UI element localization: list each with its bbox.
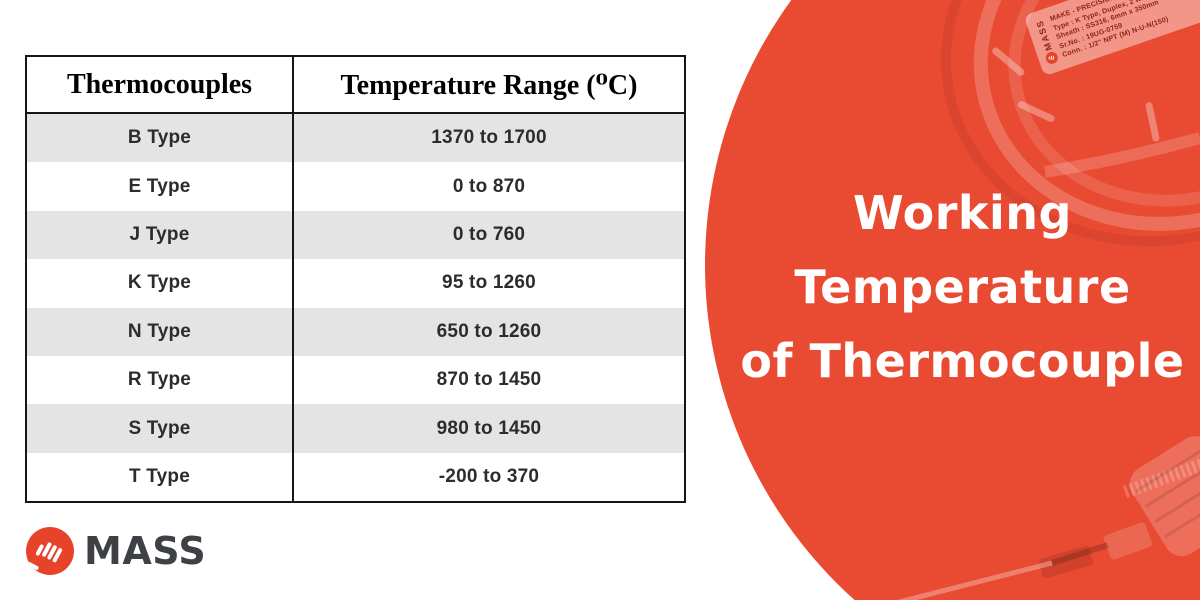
- header-temperature-range: Temperature Range (⁰C): [292, 57, 684, 112]
- thermocouple-type-cell: T Type: [128, 465, 191, 487]
- table-row: B Type 1370 to 1700: [27, 114, 684, 163]
- hero-title-line: of Thermocouple: [740, 334, 1185, 388]
- temperature-range-cell: 870 to 1450: [292, 355, 684, 405]
- temperature-range-cell: 0 to 870: [292, 162, 684, 211]
- mass-logo-icon: [26, 527, 74, 575]
- probe-rod-dark: [1051, 542, 1109, 566]
- brand-footer: MASS: [25, 526, 206, 576]
- temperature-range-cell: 650 to 1260: [292, 307, 684, 356]
- thermocouple-type-cell: S Type: [128, 417, 191, 439]
- table-body: B Type 1370 to 1700 E Type 0 to 870 J Ty…: [27, 114, 684, 502]
- table-row: E Type 0 to 870: [27, 162, 684, 211]
- table-row: K Type 95 to 1260: [27, 259, 684, 308]
- brand-wordmark: MASS: [84, 529, 207, 573]
- thermocouple-type-cell: K Type: [127, 272, 192, 294]
- temperature-range-cell: -200 to 370: [292, 452, 684, 502]
- tag-brand-block: MASS: [1033, 18, 1059, 65]
- probe-head: [1129, 436, 1200, 557]
- cable-tie-decoration: [992, 47, 1160, 142]
- hero-title-line: Working: [853, 186, 1072, 240]
- cable-tie-icon: [1017, 101, 1055, 123]
- product-label-tag: MASS MAKE - PRECISION MASS PROD Type : K…: [1023, 0, 1200, 77]
- thermocouple-type-cell: E Type: [128, 175, 191, 197]
- temperature-range-cell: 95 to 1260: [292, 259, 684, 308]
- hero-title: Working Temperature of Thermocouple: [700, 176, 1200, 398]
- hero-title-line: Temperature: [794, 260, 1131, 314]
- temperature-range-cell: 1370 to 1700: [292, 114, 684, 163]
- probe-connector-decoration: [894, 436, 1200, 600]
- table-row: J Type 0 to 760: [27, 210, 684, 260]
- probe-rod: [894, 560, 1053, 600]
- thermocouple-type-cell: B Type: [127, 127, 192, 149]
- table-row: S Type 980 to 1450: [27, 404, 684, 453]
- thermocouple-table: Thermocouples Temperature Range (⁰C) B T…: [25, 55, 686, 504]
- thermocouple-type-cell: J Type: [129, 223, 190, 245]
- cable-tie-icon: [1145, 102, 1160, 142]
- probe-hex-nut: [1038, 545, 1094, 579]
- header-thermocouples: Thermocouples: [66, 68, 253, 100]
- thermocouple-type-cell: R Type: [127, 369, 192, 391]
- probe-neck: [1104, 522, 1152, 560]
- thermocouple-type-cell: N Type: [127, 320, 192, 342]
- table-header-row: Thermocouples Temperature Range (⁰C): [27, 57, 684, 114]
- mass-logo-mini-icon: [1045, 51, 1058, 64]
- table-row: T Type -200 to 370: [27, 452, 684, 502]
- temperature-range-cell: 980 to 1450: [292, 404, 684, 453]
- cable-tie-icon: [992, 47, 1025, 76]
- table-row: N Type 650 to 1260: [27, 307, 684, 356]
- temperature-range-cell: 0 to 760: [292, 210, 684, 260]
- table-row: R Type 870 to 1450: [27, 355, 684, 405]
- hero-circle: [705, 0, 1200, 600]
